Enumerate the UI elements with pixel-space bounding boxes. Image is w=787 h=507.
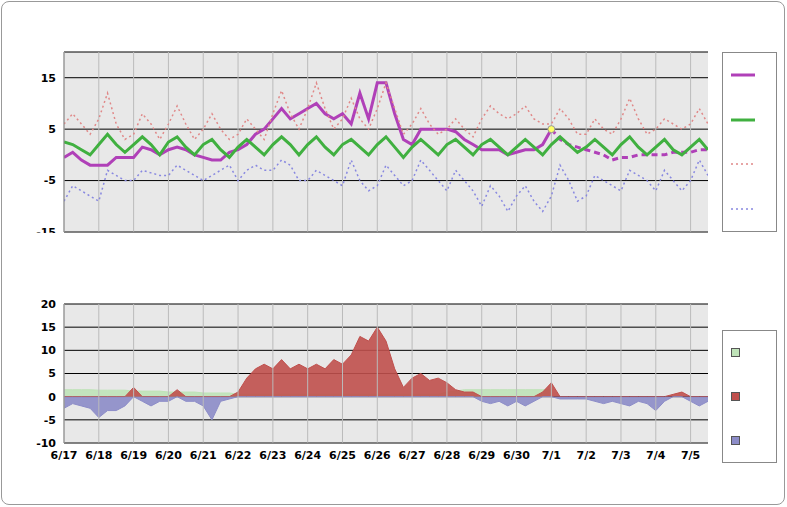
svg-text:-5: -5 xyxy=(44,174,56,187)
svg-text:6/30: 6/30 xyxy=(503,449,530,462)
svg-text:6/28: 6/28 xyxy=(433,449,460,462)
svg-text:6/18: 6/18 xyxy=(85,449,112,462)
svg-text:7/1: 7/1 xyxy=(542,449,561,462)
svg-text:7/3: 7/3 xyxy=(611,449,630,462)
svg-text:15: 15 xyxy=(41,72,56,85)
svg-text:-15: -15 xyxy=(36,226,56,233)
svg-text:5: 5 xyxy=(48,367,56,380)
svg-text:10: 10 xyxy=(41,344,57,357)
svg-text:6/17: 6/17 xyxy=(51,449,78,462)
svg-text:6/21: 6/21 xyxy=(190,449,217,462)
svg-text:7/2: 7/2 xyxy=(576,449,595,462)
svg-text:6/23: 6/23 xyxy=(259,449,286,462)
svg-text:15: 15 xyxy=(41,321,56,334)
svg-text:7/5: 7/5 xyxy=(681,449,700,462)
svg-text:20: 20 xyxy=(41,298,57,311)
svg-text:6/27: 6/27 xyxy=(399,449,426,462)
svg-text:6/26: 6/26 xyxy=(364,449,391,462)
svg-text:6/22: 6/22 xyxy=(225,449,252,462)
svg-text:6/19: 6/19 xyxy=(120,449,147,462)
svg-text:5: 5 xyxy=(48,123,56,136)
svg-text:-10: -10 xyxy=(36,437,56,450)
svg-text:6/20: 6/20 xyxy=(155,449,182,462)
svg-text:6/25: 6/25 xyxy=(329,449,356,462)
svg-text:6/29: 6/29 xyxy=(468,449,495,462)
svg-text:6/24: 6/24 xyxy=(294,449,321,462)
svg-text:7/4: 7/4 xyxy=(646,449,666,462)
svg-text:0: 0 xyxy=(48,391,56,404)
svg-text:-5: -5 xyxy=(44,414,56,427)
